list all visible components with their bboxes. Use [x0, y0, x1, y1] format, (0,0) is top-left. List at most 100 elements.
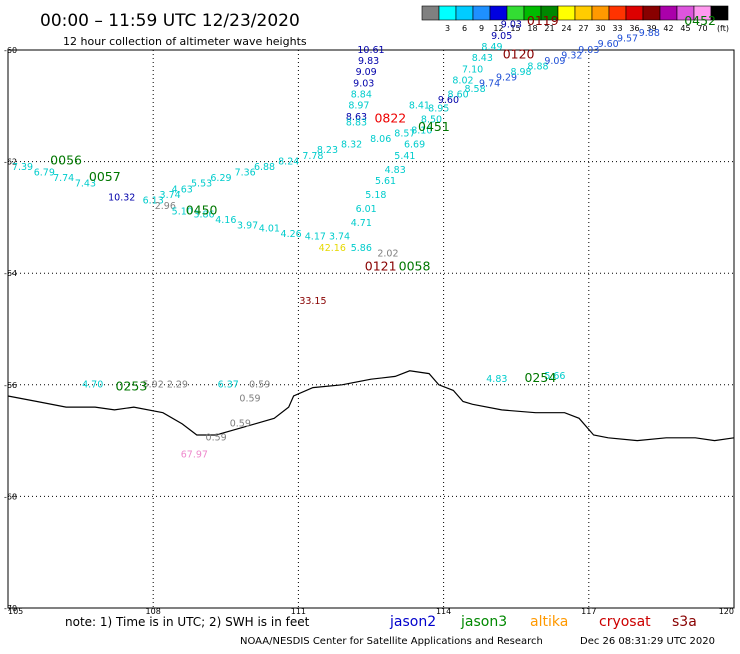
lon-tick-label: 111 — [291, 607, 306, 616]
lat-tick-label: -62 — [4, 158, 17, 167]
satellite-legend: jason2 jason3 altika cryosat s3a — [389, 614, 697, 630]
lon-tick-label: 114 — [436, 607, 451, 616]
scale-label: 45 — [680, 24, 690, 33]
wave-height-value: 9.03 — [353, 78, 374, 89]
wave-height-value: 4.26 — [281, 229, 302, 240]
wave-height-value: 8.98 — [510, 67, 531, 78]
wave-height-value: 3.86 — [193, 209, 214, 220]
wave-height-value: 8.58 — [464, 84, 485, 95]
wave-height-value: 8.95 — [428, 103, 449, 114]
scale-swatch — [438, 5, 457, 21]
pass-time-label: 0450 — [186, 203, 218, 218]
wave-height-value: 9.74 — [479, 78, 500, 89]
wave-height-value: 6.79 — [34, 168, 55, 179]
wave-height-value: 7.74 — [53, 173, 74, 184]
satellite-legend-item: jason3 — [460, 614, 507, 630]
wave-height-value: 9.03 — [578, 45, 599, 56]
wave-height-value: 4.71 — [351, 218, 372, 229]
lon-tick-label: 108 — [146, 607, 161, 616]
lat-tick-label: -70 — [4, 604, 17, 613]
scale-label: 70 — [697, 24, 707, 33]
lat-tick-label: -68 — [4, 492, 17, 501]
wave-height-value: 9.29 — [496, 73, 517, 84]
scale-label: 33 — [612, 24, 622, 33]
wave-height-value: 8.84 — [351, 89, 372, 100]
scale-label: 39 — [646, 24, 656, 33]
wave-height-value: 6.29 — [210, 173, 231, 184]
scale-label: 18 — [527, 24, 537, 33]
wave-height-value: 4.01 — [259, 223, 280, 234]
wave-height-value: 5.53 — [191, 179, 212, 190]
pass-time-label: 0056 — [50, 152, 82, 167]
latitude-tick-labels: -60 -62 -64 -66 -68 -70 — [4, 46, 17, 613]
wave-height-value: 9.09 — [356, 67, 377, 78]
wave-height-value: 3.97 — [237, 221, 258, 232]
satellite-legend-item: s3a — [672, 614, 697, 630]
lon-tick-label: 120 — [719, 607, 734, 616]
wave-height-value: 7.36 — [235, 168, 256, 179]
scale-label: 21 — [544, 24, 554, 33]
wave-height-value: 4.83 — [385, 165, 406, 176]
scale-swatch — [489, 5, 508, 21]
wave-height-value: 6.01 — [356, 204, 377, 215]
wave-height-value: 0.59 — [239, 394, 260, 405]
antarctic-coastline — [7, 370, 735, 442]
wave-height-value: 8.32 — [341, 140, 362, 151]
pass-time-label: 0121 — [365, 258, 397, 273]
scale-swatch — [625, 5, 644, 21]
wave-height-value: 6.37 — [218, 380, 239, 391]
pass-time-label: 0253 — [116, 378, 148, 393]
wave-height-value: 5.61 — [375, 176, 396, 187]
wave-height-value: 8.49 — [481, 42, 502, 53]
scale-unit: (ft) — [717, 24, 729, 33]
lon-tick-label: 117 — [581, 607, 596, 616]
wave-height-value: 6.13 — [143, 195, 164, 206]
wave-height-value: 6.69 — [404, 140, 425, 151]
wave-height-value: 4.16 — [215, 215, 236, 226]
page-title: 00:00 – 11:59 UTC 12/23/2020 — [40, 11, 300, 31]
wave-height-value: 8.06 — [370, 134, 391, 145]
scale-label: 15 — [510, 24, 520, 33]
wave-height-value: 0.59 — [206, 433, 227, 444]
wave-height-value: 8.60 — [448, 89, 469, 100]
wave-height-value: 3.74 — [329, 232, 350, 243]
scale-swatch — [591, 5, 610, 21]
wave-height-value: 10.61 — [357, 45, 384, 56]
wave-height-value: 2.29 — [167, 380, 188, 391]
wave-height-value: 8.50 — [421, 115, 442, 126]
wave-height-value: 8.63 — [346, 112, 367, 123]
wave-height-value: 0.59 — [230, 419, 251, 430]
scale-swatch — [574, 5, 593, 21]
pass-time-label: 0254 — [524, 370, 556, 385]
wave-height-value: 4.63 — [172, 184, 193, 195]
scale-label: 12 — [493, 24, 503, 33]
wave-height-value: 7.39 — [12, 162, 33, 173]
map-area: 105 108 111 114 117 120 -60 -62 -64 -66 -68 -70 10… — [4, 13, 735, 616]
scale-swatch — [608, 5, 627, 21]
wave-height-value: 8.41 — [409, 101, 430, 112]
wave-height-value: 9.60 — [598, 39, 619, 50]
wave-height-value: 9.32 — [561, 50, 582, 61]
wave-height-value: 8.23 — [317, 145, 338, 156]
scale-label: 36 — [629, 24, 639, 33]
scale-swatch — [659, 5, 678, 21]
wave-height-value: 8.83 — [346, 117, 367, 128]
footer-note: note: 1) Time is in UTC; 2) SWH is in fe… — [65, 615, 310, 629]
pass-time-label: 0451 — [418, 119, 450, 134]
wave-height-value: 9.60 — [438, 95, 459, 106]
pass-time-label: 0058 — [399, 258, 431, 273]
scale-label: 6 — [462, 24, 467, 33]
lat-tick-label: -66 — [4, 381, 17, 390]
scale-swatch — [710, 5, 729, 21]
scale-swatch — [557, 5, 576, 21]
wave-height-value: 9.03 — [501, 20, 522, 31]
wave-height-value: 8.24 — [278, 156, 299, 167]
wave-height-value: 9.05 — [491, 31, 512, 42]
wave-height-value: 5.41 — [394, 151, 415, 162]
wave-height-value: 7.43 — [75, 179, 96, 190]
lat-tick-label: -60 — [4, 46, 17, 55]
scale-label: 27 — [578, 24, 588, 33]
satellite-legend-item: altika — [530, 614, 568, 630]
